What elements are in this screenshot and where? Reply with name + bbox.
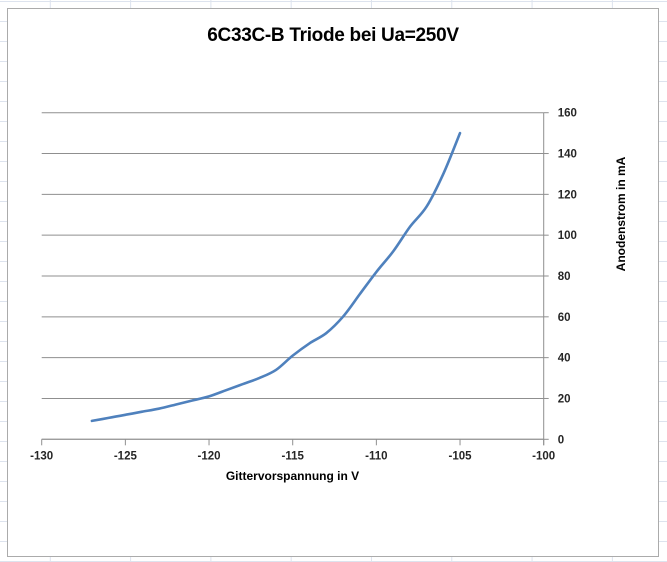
y-tick-label: 80 <box>558 271 571 283</box>
x-axis-title: Gittervorspannung in V <box>225 469 360 483</box>
y-tick-label: 160 <box>558 108 577 120</box>
chart-title: 6C33C-B Triode bei Ua=250V <box>207 25 459 46</box>
y-tick-label: 140 <box>558 149 577 161</box>
x-tick-label: -105 <box>449 450 473 462</box>
y-tick-label: 0 <box>558 434 564 446</box>
x-tick-label: -100 <box>532 450 555 462</box>
x-tick-label: -110 <box>365 450 387 462</box>
series-line <box>90 131 462 423</box>
y-tick-label: 20 <box>558 393 571 405</box>
y-tick-label: 40 <box>558 353 571 365</box>
chart-object[interactable]: -130 -125 -120 -115 -110 -105 -100 0 20 40 60 80 100… <box>7 8 659 557</box>
y-axis-title-text: Anodenstrom in mA <box>614 156 628 272</box>
y-tick-label: 100 <box>558 230 577 242</box>
x-tick-label: -125 <box>114 450 138 462</box>
x-tick-label: -130 <box>30 450 53 462</box>
y-tick-label: 60 <box>558 312 571 324</box>
x-tick-label: -115 <box>282 450 305 462</box>
x-tick-label: -120 <box>198 450 221 462</box>
y-tick-label: 120 <box>558 189 577 201</box>
